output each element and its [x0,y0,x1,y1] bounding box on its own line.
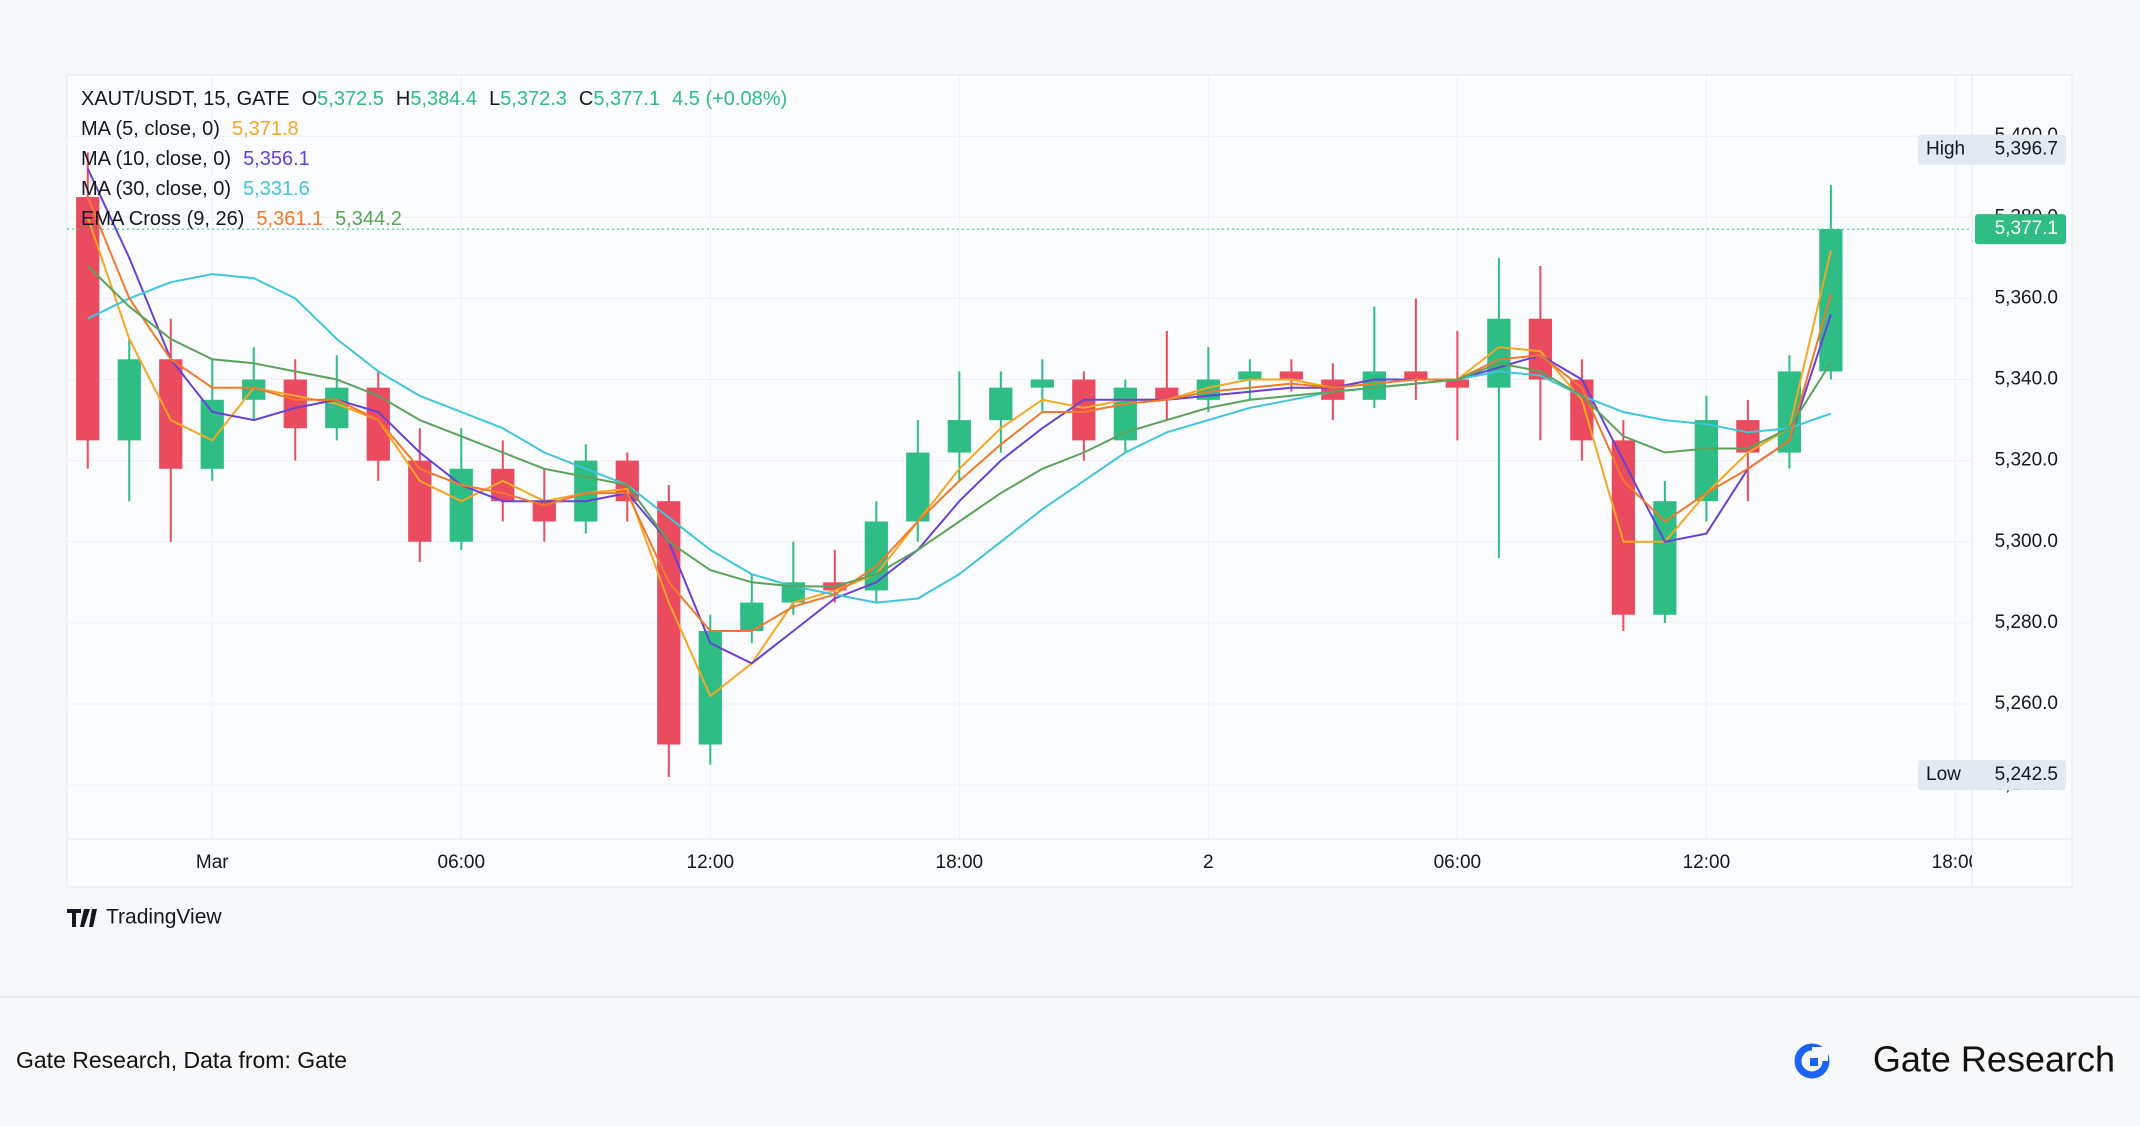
x-tick-label: 12:00 [687,852,735,873]
candle-body [325,387,349,429]
source: Gate Research, Data from: Gate [16,1047,347,1073]
candle-body [989,387,1013,421]
indicator-line [87,265,1832,588]
time-axis: Mar 06:00 12:00 18:00 2 06:00 12:00 18:00 [196,852,1980,873]
candle-body [366,387,390,461]
ohlc-label: L [489,88,500,110]
candle-body [1155,387,1179,400]
candle-body [864,521,888,591]
candle-body [1694,420,1718,502]
x-tick-label: 18:00 [936,852,984,873]
ohlc-label: C [579,88,593,110]
candle-body [906,452,930,522]
ohlc-label: O [302,88,318,110]
indicator-line [87,273,1832,604]
legend-entry: MA (5, close, 0) 5,371.8 [81,118,299,140]
ohlc-value: 5,372.5 [317,88,384,110]
y-tick-label: 5,360.0 [1995,287,2058,308]
legend-value: 5,356.1 [243,148,310,170]
legend-header: XAUT/USDT, 15, GATE O5,372.5 H5,384.4 L5,37… [81,88,787,110]
candle-body [532,501,556,522]
x-tick-label: 12:00 [1683,852,1731,873]
price-marker-value: 5,242.5 [1995,764,2058,785]
candle-body [1030,379,1054,388]
price-marker-name: Low [1926,764,1961,785]
candle-body [740,602,764,631]
x-tick-label: 18:00 [1932,852,1980,873]
plot [67,75,1972,839]
candle-body [1072,379,1096,441]
price-marker-box [1918,134,2066,165]
price-marker-value: 5,396.7 [1995,139,2058,160]
price-marker-box [1918,759,2066,790]
x-tick-label: 06:00 [1434,852,1482,873]
x-tick-label: 2 [1203,852,1214,873]
last-price-tag [1975,214,2066,245]
candle-body [408,460,432,542]
candle-body [1487,318,1511,388]
last-price-label: 5,377.1 [1995,218,2058,239]
x-tick-label: Mar [196,852,229,873]
price-marker-name: High [1926,139,1965,160]
candle-body [1362,371,1386,400]
candle-body [117,359,141,441]
candle-body [1653,501,1677,615]
brand-icon-cut [1812,1047,1828,1061]
candle-body [1321,379,1345,400]
ohlc-value: 5,384.4 [410,88,477,110]
candle-body [1445,379,1469,388]
legend-value: 5,371.8 [232,118,299,140]
candle-body [1404,371,1428,380]
legend-value: 5,361.1 [256,208,323,230]
legend-change: 4.5 (+0.08%) [672,88,787,110]
legend-entry: EMA Cross (9, 26) 5,361.1 5,344.2 [81,208,402,230]
candle-body [283,379,307,429]
y-tick-label: 5,300.0 [1995,531,2058,552]
brand-icon-dot [1810,1058,1818,1066]
y-tick-label: 5,260.0 [1995,693,2058,714]
brand-logo: Gate Research [1794,1039,2115,1080]
candle-body [1238,371,1262,380]
tradingview-logo: TradingView [67,906,222,929]
y-tick-label: 5,340.0 [1995,369,2058,390]
candle-body [76,197,100,441]
x-tick-label: 06:00 [438,852,486,873]
legend-name: MA (5, close, 0) [81,118,220,140]
candle-body [200,399,224,469]
legend-symbol: XAUT/USDT, 15, GATE [81,88,290,110]
candle-body [159,359,183,469]
candle-body [1611,440,1635,615]
legend-value: 5,344.2 [335,208,402,230]
candle-body [1570,379,1594,441]
candle-body [1736,420,1760,453]
legend-entry: MA (10, close, 0) 5,356.1 [81,148,310,170]
legend-value: 5,331.6 [243,178,310,200]
ohlc-label: H [396,88,410,110]
legend-name: MA (10, close, 0) [81,148,231,170]
ohlc-value: 5,372.3 [500,88,567,110]
brand: Gate Research [1873,1039,2115,1080]
watermark: TradingView [106,906,222,929]
candle-body [1819,229,1843,372]
legend-entry: MA (30, close, 0) 5,331.6 [81,178,310,200]
y-tick-label: 5,320.0 [1995,450,2058,471]
candle-body [1279,371,1303,380]
candle-body [491,468,515,502]
legend-name: MA (30, close, 0) [81,178,231,200]
ohlc-value: 5,377.1 [593,88,660,110]
indicator-line [86,196,1832,632]
candle-body [947,420,971,453]
candle-body [657,501,681,745]
tradingview-icon [67,909,97,927]
y-tick-label: 5,280.0 [1995,612,2058,633]
candle-body [698,630,722,745]
candle-body [1528,318,1552,380]
chart-panel [66,74,2073,888]
candle-body [615,460,639,502]
legend-name: EMA Cross (9, 26) [81,208,244,230]
